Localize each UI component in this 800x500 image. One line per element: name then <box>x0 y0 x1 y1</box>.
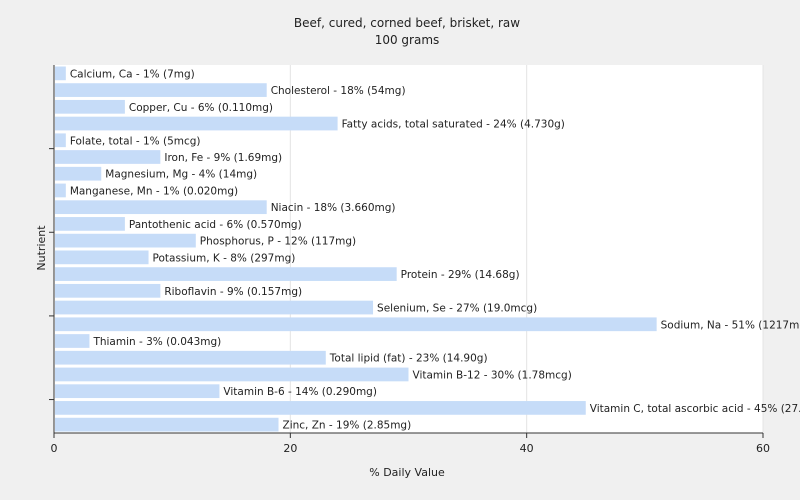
bar-label: Niacin - 18% (3.660mg) <box>271 202 396 214</box>
bar <box>55 233 196 248</box>
bar-label: Fatty acids, total saturated - 24% (4.73… <box>342 119 565 131</box>
bar-label: Copper, Cu - 6% (0.110mg) <box>129 102 273 114</box>
bar <box>55 166 102 181</box>
bar <box>55 217 125 231</box>
bar <box>55 283 161 298</box>
x-tick-label: 20 <box>283 442 297 455</box>
bar-label: Magnesium, Mg - 4% (14mg) <box>105 169 257 181</box>
bar-label: Total lipid (fat) - 23% (14.90g) <box>329 353 488 365</box>
bar <box>55 300 374 315</box>
bar-label: Thiamin - 3% (0.043mg) <box>92 336 221 348</box>
bar <box>55 267 397 281</box>
bar-label: Vitamin B-12 - 30% (1.78mcg) <box>413 369 572 381</box>
bar-label: Vitamin C, total ascorbic acid - 45% (27… <box>590 403 800 415</box>
bar <box>55 317 657 332</box>
bar <box>55 250 149 265</box>
bar <box>55 83 267 97</box>
bar-label: Potassium, K - 8% (297mg) <box>153 252 296 264</box>
x-tick-label: 40 <box>520 442 534 455</box>
bar-label: Pantothenic acid - 6% (0.570mg) <box>129 219 302 231</box>
bar-label: Manganese, Mn - 1% (0.020mg) <box>70 185 238 197</box>
bar-label: Vitamin B-6 - 14% (0.290mg) <box>223 386 377 398</box>
chart-subtitle: 100 grams <box>375 33 440 47</box>
bar <box>55 99 125 114</box>
bar-label: Zinc, Zn - 19% (2.85mg) <box>283 420 412 432</box>
bar-label: Iron, Fe - 9% (1.69mg) <box>164 152 282 164</box>
plot-area: Calcium, Ca - 1% (7mg) Cholesterol - 18% … <box>49 65 800 455</box>
bar <box>55 200 267 215</box>
bar <box>55 367 409 382</box>
y-axis-label: Nutrient <box>35 225 48 271</box>
bar-label: Selenium, Se - 27% (19.0mcg) <box>377 303 537 315</box>
bar <box>55 401 586 415</box>
bar-label: Folate, total - 1% (5mcg) <box>70 135 201 147</box>
x-tick-label: 60 <box>756 442 770 455</box>
bar <box>55 183 66 198</box>
bar <box>55 417 279 432</box>
bar <box>55 150 161 164</box>
bar-label: Sodium, Na - 51% (1217mg) <box>661 319 800 331</box>
bar <box>55 133 66 148</box>
bar-label: Calcium, Ca - 1% (7mg) <box>70 68 195 80</box>
bar <box>55 116 338 131</box>
x-axis-label: % Daily Value <box>369 466 445 479</box>
bar <box>55 350 326 365</box>
bar-label: Phosphorus, P - 12% (117mg) <box>200 236 356 248</box>
bar-label: Protein - 29% (14.68g) <box>401 269 520 281</box>
bar <box>55 384 220 399</box>
x-tick-label: 0 <box>51 442 58 455</box>
bar-label: Cholesterol - 18% (54mg) <box>271 85 406 97</box>
bar <box>55 334 90 348</box>
bar <box>55 66 66 81</box>
chart-title: Beef, cured, corned beef, brisket, raw <box>294 16 520 30</box>
bar-label: Riboflavin - 9% (0.157mg) <box>164 286 302 298</box>
